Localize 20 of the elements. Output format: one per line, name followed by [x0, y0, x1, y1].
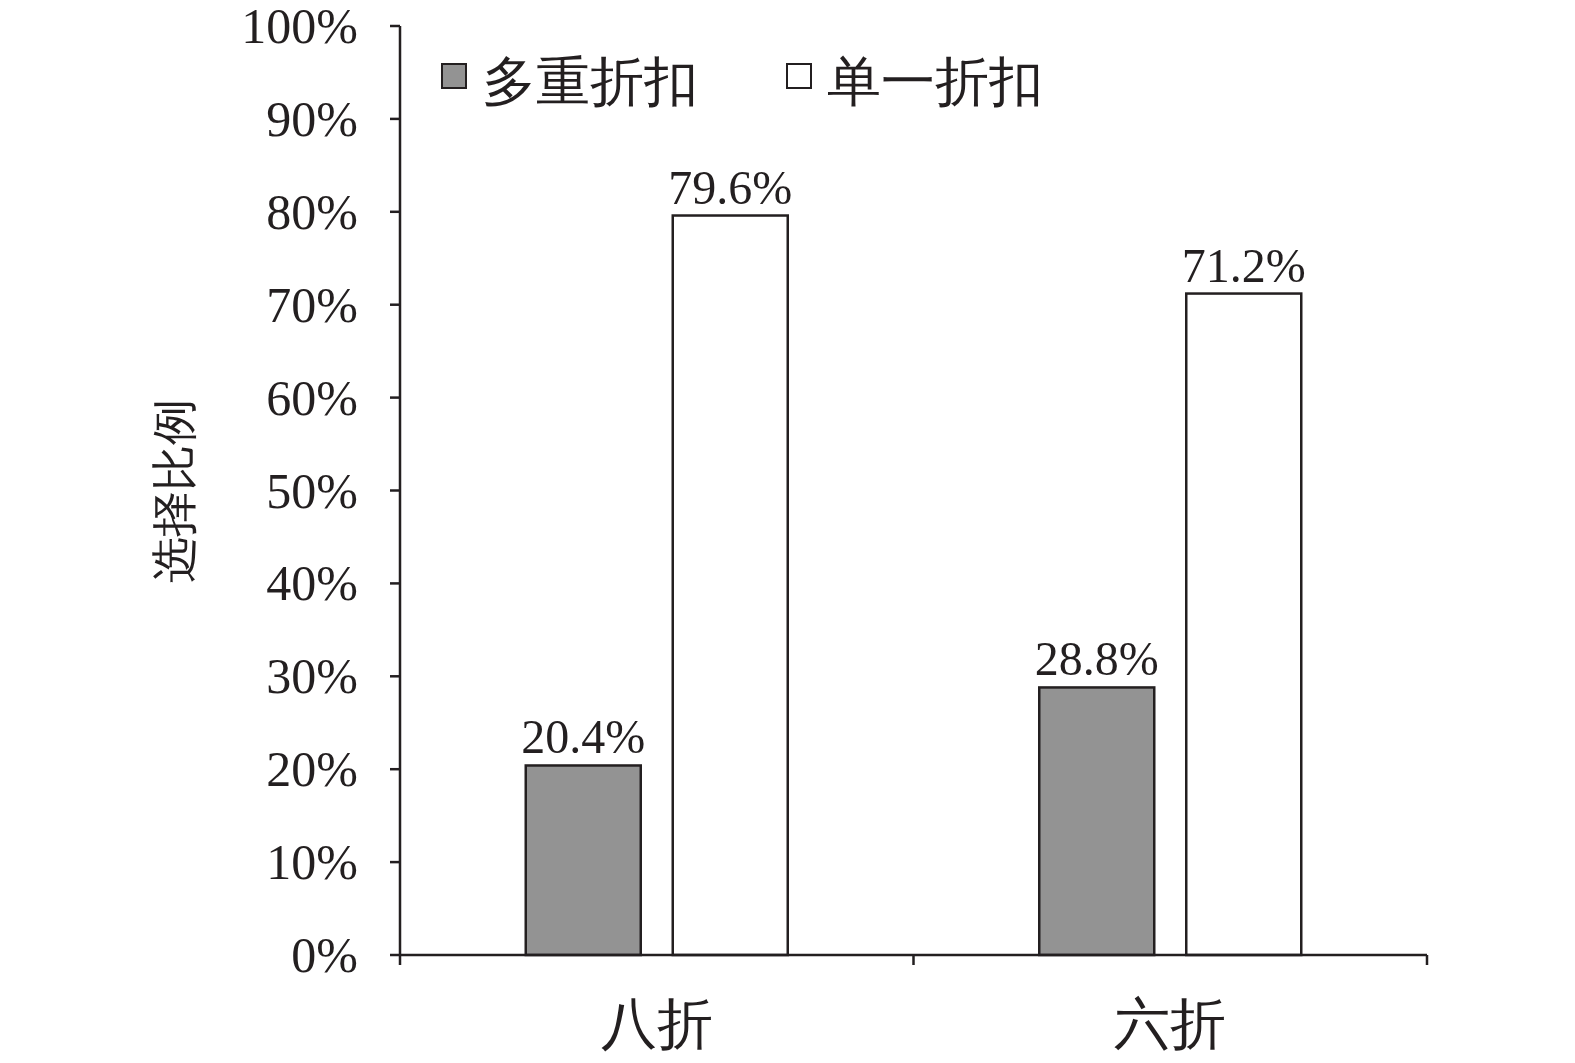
y-tick-label: 60% — [266, 369, 358, 426]
y-tick-label: 0% — [291, 927, 358, 983]
y-tick-label: 20% — [266, 741, 358, 798]
y-tick-label: 40% — [266, 555, 358, 612]
legend-label: 单一折扣 — [827, 52, 1043, 112]
x-tick-label: 八折 — [600, 993, 713, 1055]
y-tick-label: 90% — [266, 90, 358, 147]
data-label: 71.2% — [1181, 238, 1306, 292]
x-tick-label: 六折 — [1114, 993, 1227, 1055]
y-tick-label: 70% — [266, 276, 358, 333]
data-label: 79.6% — [668, 160, 793, 214]
data-label: 20.4% — [521, 710, 646, 764]
y-tick-label: 10% — [266, 834, 358, 891]
y-tick-label: 30% — [266, 648, 358, 705]
y-tick-label: 50% — [266, 462, 358, 519]
legend-label: 多重折扣 — [482, 52, 698, 112]
y-tick-label: 80% — [266, 183, 358, 240]
data-label: 28.8% — [1034, 632, 1159, 686]
y-tick-label: 100% — [241, 0, 358, 54]
y-axis-title: 选择比例 — [149, 398, 200, 583]
